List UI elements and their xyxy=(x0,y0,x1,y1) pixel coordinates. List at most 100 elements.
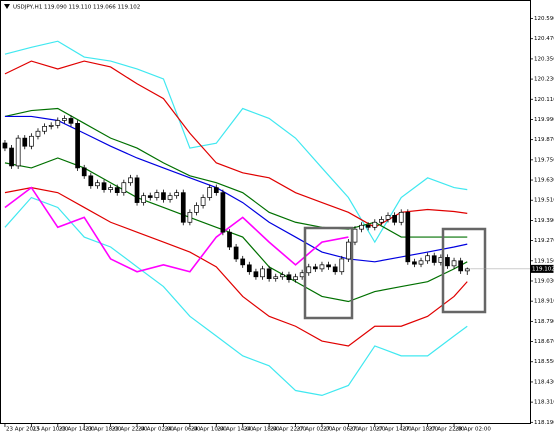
candle-body xyxy=(75,122,80,169)
candle-body xyxy=(445,257,450,267)
candle-body xyxy=(425,255,430,262)
x-tick-label: 23 Apr 10:00 xyxy=(32,427,68,433)
y-tick-label: 118.550 xyxy=(534,359,554,365)
candle-body xyxy=(95,182,100,187)
candle-body xyxy=(359,224,364,230)
x-tick-label: 24 Apr 02:00 xyxy=(138,427,174,433)
candle-body xyxy=(246,264,252,273)
y-tick-label: 120.590 xyxy=(534,16,554,22)
candle-body xyxy=(273,276,279,279)
candle-body xyxy=(279,274,285,278)
candle-body xyxy=(306,266,312,274)
candle-body xyxy=(121,182,127,194)
candle-body xyxy=(372,221,378,228)
candle-body xyxy=(293,276,298,280)
x-tick-label: 24 Apr 14:00 xyxy=(217,427,253,433)
highlight-box xyxy=(441,227,487,314)
candle-body xyxy=(134,177,140,203)
x-tick-label: 23 Apr 2015 xyxy=(6,427,41,433)
last-price-label: 119.102 xyxy=(532,266,554,272)
highlight-box xyxy=(303,226,354,320)
y-tick-label: 118.670 xyxy=(534,339,554,345)
candle-body xyxy=(332,266,338,273)
candle-body xyxy=(233,246,239,260)
last-price-box xyxy=(530,264,554,273)
candle-body xyxy=(174,192,180,197)
candle-body xyxy=(48,124,54,127)
candle-body xyxy=(15,137,21,167)
x-tick-label: 24 Apr 22:00 xyxy=(270,427,306,433)
y-tick-label: 120.110 xyxy=(534,97,554,103)
candle-body xyxy=(220,192,226,233)
plot-frame xyxy=(0,0,531,424)
candle-body xyxy=(286,274,292,280)
candle-body xyxy=(339,258,345,273)
candle-body xyxy=(62,118,67,121)
candle-body xyxy=(379,219,384,223)
candle-body xyxy=(128,177,133,184)
indicator-line xyxy=(4,40,468,244)
y-tick-label: 119.990 xyxy=(534,117,554,123)
candle-body xyxy=(266,268,272,279)
chart-title: USDJPY,H1 119.090 119.110 119.066 119.10… xyxy=(13,5,140,11)
y-tick-label: 119.270 xyxy=(534,238,554,244)
candle-body xyxy=(398,211,404,223)
candle-body xyxy=(392,215,397,223)
symbol-icon xyxy=(4,4,10,9)
candle-body xyxy=(319,264,325,270)
x-tick-label: 24 Apr 10:00 xyxy=(191,427,227,433)
x-tick-label: 24 Apr 18:00 xyxy=(244,427,280,433)
candle-body xyxy=(365,224,371,228)
candle-body xyxy=(42,126,47,132)
indicator-line xyxy=(4,107,468,238)
candle-body xyxy=(180,192,186,223)
x-tick-label: 27 Apr 02:00 xyxy=(297,427,333,433)
candle-body xyxy=(260,268,265,278)
candle-body xyxy=(313,266,318,270)
candle-body xyxy=(101,182,107,190)
candle-body xyxy=(464,268,470,272)
indicator-line xyxy=(4,186,349,273)
candle-body xyxy=(81,167,87,177)
candle-body xyxy=(154,192,160,198)
candle-body xyxy=(167,195,173,200)
indicator-line xyxy=(4,186,468,347)
y-tick-label: 119.870 xyxy=(534,137,554,143)
candle-body xyxy=(108,187,113,190)
candle-body xyxy=(227,231,232,248)
indicator-line xyxy=(4,196,468,397)
candle-body xyxy=(431,255,437,263)
candle-body xyxy=(200,197,206,206)
candle-layer xyxy=(2,115,470,283)
candle-body xyxy=(194,205,199,213)
candle-body xyxy=(458,260,464,272)
y-tick-label: 118.310 xyxy=(534,400,554,406)
candle-body xyxy=(240,258,246,266)
candle-body xyxy=(147,195,153,198)
candle-body xyxy=(412,261,417,265)
x-tick-label: 27 Apr 06:00 xyxy=(323,427,359,433)
candle-body xyxy=(405,211,411,263)
candle-body xyxy=(451,260,457,267)
x-tick-label: 27 Apr 22:00 xyxy=(429,427,465,433)
y-tick-label: 119.630 xyxy=(534,178,554,184)
candle-body xyxy=(2,142,8,149)
y-tick-label: 119.750 xyxy=(534,157,554,163)
x-tick-label: 27 Apr 18:00 xyxy=(402,427,438,433)
candle-body xyxy=(299,272,305,278)
candle-body xyxy=(22,137,28,147)
x-tick-label: 27 Apr 10:00 xyxy=(349,427,385,433)
y-tick-label: 119.390 xyxy=(534,218,554,224)
y-tick-label: 120.230 xyxy=(534,77,554,83)
indicator-line xyxy=(4,115,468,263)
candle-body xyxy=(35,130,41,137)
candle-body xyxy=(326,264,331,268)
x-tick-label: 27 Apr 14:00 xyxy=(376,427,412,433)
y-tick-label: 120.470 xyxy=(534,36,554,42)
x-tick-label: 23 Apr 14:00 xyxy=(59,427,95,433)
x-tick-label: 23 Apr 18:00 xyxy=(85,427,121,433)
candle-body xyxy=(187,211,193,223)
x-tick-label: 24 Apr 06:00 xyxy=(164,427,200,433)
candle-body xyxy=(207,187,213,198)
